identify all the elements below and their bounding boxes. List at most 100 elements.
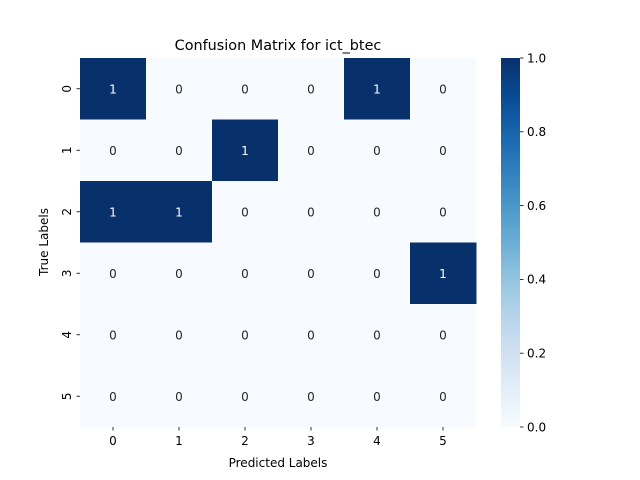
- cell-value-label: 0: [439, 82, 447, 96]
- heatmap-cells: [80, 58, 477, 428]
- heatmap-annotations: 1 0 0 0 1 0 0 0 1 0 0 0 1 1 0 0 0 0 0 0 0 0 0 1 0 0 0 0 0 0 0 0 0 0 0 0: [109, 82, 447, 404]
- heatmap-cell: [212, 119, 279, 182]
- heatmap-cell: [146, 119, 213, 182]
- y-tick-label: 2: [60, 208, 74, 216]
- heatmap-cell: [344, 58, 411, 120]
- cell-value-label: 0: [307, 205, 315, 219]
- cell-value-label: 0: [241, 205, 249, 219]
- cell-value-label: 0: [109, 144, 117, 158]
- heatmap-cell: [344, 365, 411, 428]
- heatmap-cell: [410, 242, 477, 305]
- cell-value-label: 1: [373, 82, 381, 96]
- cell-value-label: 0: [373, 390, 381, 404]
- x-tick-label: 0: [109, 434, 117, 448]
- cell-value-label: 0: [373, 267, 381, 281]
- heatmap-cell: [80, 365, 147, 428]
- colorbar-gradient: [501, 58, 520, 427]
- colorbar-tick-label: 0.2: [527, 347, 546, 361]
- heatmap-cell: [80, 304, 147, 366]
- x-tick-label: 3: [307, 434, 315, 448]
- y-tick-label: 3: [60, 269, 74, 277]
- cell-value-label: 0: [175, 328, 183, 342]
- cell-value-label: 0: [109, 328, 117, 342]
- heatmap-cell: [344, 242, 411, 305]
- colorbar-tick-label: 0.0: [527, 420, 546, 434]
- x-tick-label: 2: [241, 434, 249, 448]
- heatmap-cell: [410, 58, 477, 120]
- y-axis-label: True Labels: [37, 208, 51, 277]
- cell-value-label: 0: [439, 390, 447, 404]
- y-tick-label: 0: [60, 85, 74, 93]
- colorbar-tick-label: 0.8: [527, 125, 546, 139]
- cell-value-label: 0: [307, 144, 315, 158]
- cell-value-label: 1: [109, 82, 117, 96]
- y-tick-label: 5: [60, 392, 74, 400]
- heatmap-cell: [146, 242, 213, 305]
- cell-value-label: 1: [439, 267, 447, 281]
- cell-value-label: 1: [109, 205, 117, 219]
- cell-value-label: 0: [307, 267, 315, 281]
- heatmap-cell: [80, 181, 147, 243]
- cell-value-label: 0: [241, 82, 249, 96]
- cell-value-label: 0: [109, 267, 117, 281]
- heatmap-cell: [278, 181, 345, 243]
- heatmap-cell: [344, 304, 411, 366]
- heatmap-cell: [278, 119, 345, 182]
- cell-value-label: 0: [373, 205, 381, 219]
- cell-value-label: 0: [307, 390, 315, 404]
- heatmap-cell: [212, 181, 279, 243]
- heatmap-cell: [278, 365, 345, 428]
- cell-value-label: 0: [373, 328, 381, 342]
- heatmap-cell: [410, 365, 477, 428]
- heatmap-cell: [410, 304, 477, 366]
- heatmap-cell: [278, 58, 345, 120]
- heatmap-cell: [212, 58, 279, 120]
- heatmap-cell: [278, 304, 345, 366]
- heatmap-cell: [212, 304, 279, 366]
- colorbar-tick-label: 1.0: [527, 51, 546, 65]
- y-tick-label: 1: [60, 146, 74, 154]
- x-axis: 0 1 2 3 4 5: [109, 427, 447, 448]
- colorbar: 0.0 0.2 0.4 0.6 0.8 1.0: [501, 51, 546, 434]
- y-axis: 0 1 2 3 4 5: [60, 85, 80, 400]
- heatmap-cell: [278, 242, 345, 305]
- cell-value-label: 0: [307, 82, 315, 96]
- heatmap-cell: [212, 365, 279, 428]
- heatmap-cell: [80, 58, 147, 120]
- cell-value-label: 0: [373, 144, 381, 158]
- cell-value-label: 0: [307, 328, 315, 342]
- cell-value-label: 0: [175, 144, 183, 158]
- heatmap-cell: [146, 365, 213, 428]
- heatmap-cell: [146, 181, 213, 243]
- colorbar-tick-label: 0.4: [527, 273, 546, 287]
- colorbar-tick-label: 0.6: [527, 199, 546, 213]
- cell-value-label: 1: [241, 144, 249, 158]
- heatmap-cell: [146, 304, 213, 366]
- cell-value-label: 0: [439, 328, 447, 342]
- x-tick-label: 5: [439, 434, 447, 448]
- heatmap-cell: [410, 119, 477, 182]
- cell-value-label: 0: [175, 82, 183, 96]
- heatmap-cell: [80, 119, 147, 182]
- x-axis-label: Predicted Labels: [229, 456, 328, 470]
- heatmap-cell: [344, 181, 411, 243]
- cell-value-label: 0: [241, 390, 249, 404]
- cell-value-label: 0: [241, 328, 249, 342]
- heatmap-cell: [212, 242, 279, 305]
- heatmap-cell: [344, 119, 411, 182]
- cell-value-label: 0: [439, 144, 447, 158]
- cell-value-label: 0: [439, 205, 447, 219]
- x-tick-label: 1: [175, 434, 183, 448]
- heatmap-cell: [146, 58, 213, 120]
- cell-value-label: 0: [109, 390, 117, 404]
- x-tick-label: 4: [373, 434, 381, 448]
- heatmap-cell: [410, 181, 477, 243]
- heatmap-cell: [80, 242, 147, 305]
- cell-value-label: 0: [241, 267, 249, 281]
- cell-value-label: 0: [175, 267, 183, 281]
- y-tick-label: 4: [60, 331, 74, 339]
- chart-title: Confusion Matrix for ict_btec: [175, 38, 382, 54]
- cell-value-label: 1: [175, 205, 183, 219]
